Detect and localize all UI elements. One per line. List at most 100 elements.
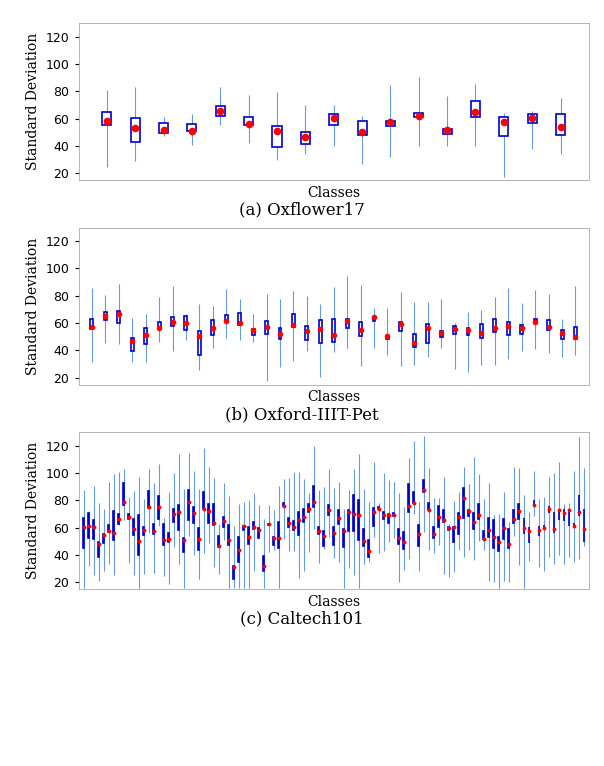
- Bar: [187, 123, 196, 131]
- Bar: [278, 328, 281, 339]
- Bar: [428, 502, 429, 510]
- Bar: [171, 316, 174, 326]
- Bar: [133, 519, 134, 535]
- X-axis label: Classes: Classes: [307, 185, 360, 200]
- Bar: [298, 512, 299, 535]
- Bar: [188, 489, 189, 520]
- Bar: [568, 509, 569, 525]
- Bar: [163, 524, 164, 545]
- Y-axis label: Standard Deviation: Standard Deviation: [26, 442, 40, 579]
- Bar: [130, 118, 140, 142]
- Bar: [332, 319, 335, 342]
- Bar: [534, 319, 536, 323]
- Bar: [233, 566, 234, 579]
- Bar: [507, 322, 510, 336]
- Bar: [268, 524, 269, 525]
- Bar: [108, 525, 109, 532]
- Bar: [198, 331, 201, 355]
- Bar: [440, 331, 443, 336]
- Bar: [253, 522, 254, 529]
- Bar: [583, 509, 584, 542]
- Bar: [144, 329, 147, 344]
- Bar: [83, 518, 84, 548]
- Bar: [386, 336, 389, 339]
- Bar: [373, 508, 374, 525]
- Bar: [278, 522, 279, 548]
- Bar: [306, 326, 308, 339]
- Bar: [548, 506, 549, 512]
- Bar: [553, 512, 554, 533]
- Bar: [338, 510, 339, 524]
- Bar: [480, 325, 483, 338]
- Bar: [248, 527, 249, 544]
- Bar: [91, 319, 94, 329]
- Bar: [303, 509, 304, 522]
- Bar: [329, 113, 338, 125]
- Bar: [292, 314, 295, 327]
- Bar: [143, 527, 144, 535]
- Bar: [128, 514, 129, 519]
- Bar: [103, 534, 104, 544]
- Bar: [211, 320, 214, 336]
- Bar: [243, 525, 244, 530]
- Bar: [483, 531, 484, 538]
- Bar: [574, 327, 577, 339]
- Bar: [358, 121, 367, 136]
- Bar: [478, 504, 479, 519]
- Bar: [443, 510, 444, 522]
- Text: (b) Oxford-IIIT-Pet: (b) Oxford-IIIT-Pet: [225, 406, 379, 423]
- Bar: [500, 116, 509, 136]
- Bar: [343, 529, 344, 547]
- Bar: [102, 112, 111, 126]
- Bar: [498, 537, 499, 551]
- Bar: [308, 504, 309, 512]
- Bar: [547, 320, 550, 329]
- Bar: [413, 492, 414, 503]
- Bar: [333, 527, 334, 545]
- Bar: [368, 540, 369, 558]
- Bar: [423, 480, 424, 493]
- Bar: [138, 515, 139, 555]
- Bar: [463, 489, 464, 519]
- Bar: [466, 328, 469, 335]
- Bar: [520, 326, 523, 333]
- Bar: [414, 113, 423, 117]
- Bar: [117, 311, 120, 323]
- Bar: [533, 499, 534, 506]
- Bar: [323, 531, 324, 546]
- Bar: [386, 120, 395, 126]
- Bar: [123, 483, 124, 505]
- X-axis label: Classes: Classes: [307, 594, 360, 609]
- Bar: [513, 510, 514, 523]
- Bar: [518, 505, 519, 519]
- Bar: [528, 528, 529, 543]
- Y-axis label: Standard Deviation: Standard Deviation: [26, 33, 40, 170]
- Bar: [556, 114, 565, 135]
- Bar: [458, 513, 459, 534]
- Bar: [93, 520, 94, 538]
- Bar: [528, 113, 537, 123]
- Bar: [104, 313, 107, 320]
- Bar: [319, 320, 322, 343]
- Y-axis label: Standard Deviation: Standard Deviation: [26, 237, 40, 375]
- Bar: [153, 524, 154, 534]
- Bar: [403, 532, 404, 549]
- Bar: [118, 514, 119, 524]
- Bar: [318, 526, 319, 534]
- X-axis label: Classes: Classes: [307, 390, 360, 404]
- Bar: [426, 324, 429, 343]
- Bar: [218, 536, 219, 548]
- Bar: [443, 129, 452, 134]
- Bar: [345, 319, 349, 328]
- Bar: [216, 106, 225, 116]
- Bar: [493, 319, 496, 332]
- Bar: [193, 506, 194, 522]
- Bar: [131, 338, 133, 351]
- Bar: [301, 132, 310, 144]
- Text: (a) Oxflower17: (a) Oxflower17: [239, 201, 365, 218]
- Text: (c) Caltech101: (c) Caltech101: [240, 611, 364, 627]
- Bar: [378, 507, 379, 509]
- Bar: [399, 322, 402, 331]
- Bar: [208, 505, 209, 523]
- Bar: [388, 514, 389, 523]
